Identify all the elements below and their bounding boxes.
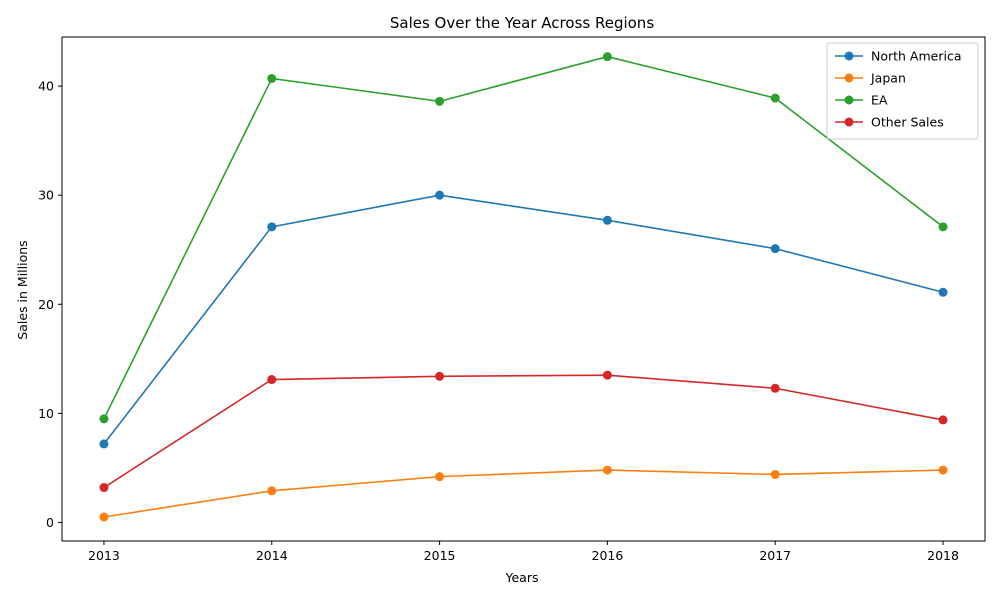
series-line: [103, 55, 944, 420]
data-point: [938, 415, 948, 425]
x-tick-label: 2018: [927, 548, 959, 563]
x-tick-label: 2014: [256, 548, 288, 563]
series-line: [103, 469, 944, 518]
legend-label: Japan: [870, 71, 906, 86]
series-layer: [99, 52, 948, 522]
y-tick-label: 0: [46, 515, 54, 530]
series-north-america: [99, 190, 948, 449]
x-tick-label: 2013: [88, 548, 120, 563]
y-tick-label: 20: [38, 297, 54, 312]
x-tick-label: 2017: [759, 548, 791, 563]
series-other-sales: [99, 370, 948, 493]
data-point: [267, 73, 277, 83]
data-point: [938, 465, 948, 475]
data-point: [99, 414, 109, 424]
data-point: [770, 244, 780, 254]
series-japan: [99, 465, 948, 522]
x-axis-title: Years: [505, 570, 539, 585]
data-point: [435, 371, 445, 381]
plot-frame: [61, 36, 986, 542]
y-tick-label: 30: [38, 188, 54, 203]
legend-swatch-marker: [844, 73, 854, 83]
y-tick-label: 40: [38, 79, 54, 94]
legend-box: [826, 42, 979, 140]
data-point: [267, 375, 277, 385]
data-point: [435, 190, 445, 200]
legend-label: EA: [871, 93, 888, 108]
legend-item: North America: [835, 49, 962, 64]
x-tick-label: 2015: [424, 548, 456, 563]
data-point: [602, 370, 612, 380]
data-point: [99, 512, 109, 522]
legend-swatch-marker: [844, 95, 854, 105]
data-point: [602, 215, 612, 225]
data-point: [435, 96, 445, 106]
data-point: [267, 222, 277, 232]
legend-swatch-marker: [844, 117, 854, 127]
x-tick-label: 2016: [592, 548, 624, 563]
data-point: [770, 383, 780, 393]
data-point: [938, 287, 948, 297]
legend-swatch-marker: [844, 51, 854, 61]
plot-area: [61, 36, 986, 542]
y-axis: 0 10 20 30 40: [38, 79, 62, 530]
data-point: [770, 93, 780, 103]
data-point: [99, 483, 109, 493]
y-axis-title: Sales in Millions: [15, 240, 30, 339]
data-point: [267, 486, 277, 496]
data-point: [770, 469, 780, 479]
legend-item: Japan: [835, 71, 906, 86]
y-tick-label: 10: [38, 406, 54, 421]
x-axis: 2013 2014 2015 2016 2017 2018: [88, 541, 959, 563]
legend-label: North America: [871, 49, 962, 64]
legend-item: Other Sales: [835, 115, 944, 130]
chart-title: Sales Over the Year Across Regions: [390, 14, 654, 32]
data-point: [938, 222, 948, 232]
series-line: [103, 194, 944, 445]
series-line: [103, 374, 944, 489]
data-point: [435, 472, 445, 482]
data-point: [602, 52, 612, 62]
legend-item: EA: [835, 93, 888, 108]
legend-label: Other Sales: [871, 115, 944, 130]
legend: North America Japan EA Other Sales: [826, 42, 979, 140]
series-ea: [99, 52, 948, 424]
data-point: [99, 439, 109, 449]
data-point: [602, 465, 612, 475]
